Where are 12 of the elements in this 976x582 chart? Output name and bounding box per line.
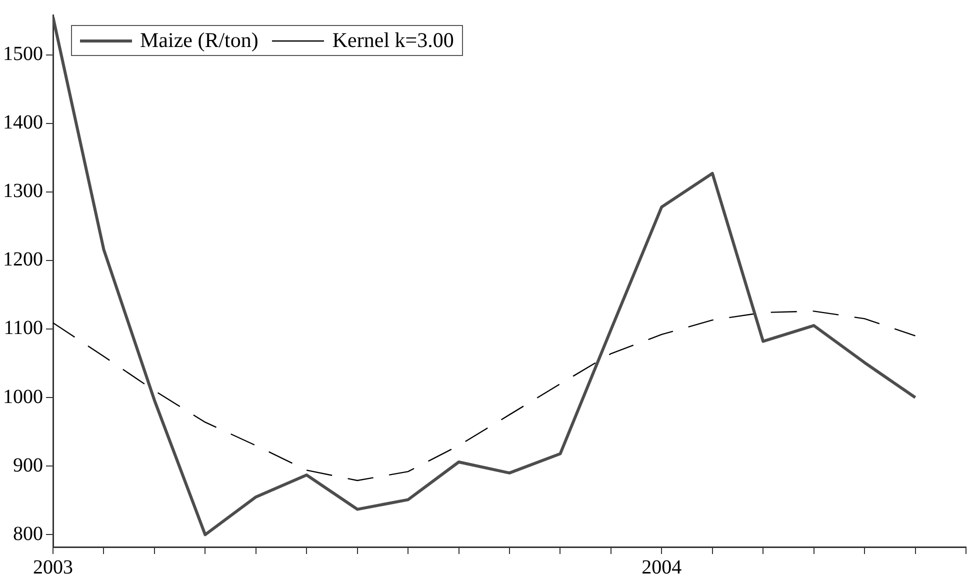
y-tick-label: 1000 — [3, 386, 43, 408]
y-tick-label: 900 — [13, 454, 43, 476]
y-tick-label: 1300 — [3, 180, 43, 202]
y-tick-label: 1400 — [3, 112, 43, 134]
y-tick-label: 1500 — [3, 43, 43, 66]
y-tick-label: 1200 — [3, 248, 43, 271]
y-tick-label: 800 — [13, 522, 43, 545]
y-tick-label: 1100 — [4, 317, 43, 340]
x-tick-label: 2004 — [642, 556, 682, 578]
legend-label: Kernel k=3.00 — [332, 28, 454, 53]
legend-label: Maize (R/ton) — [140, 28, 258, 53]
x-tick-label: 2003 — [33, 556, 73, 578]
